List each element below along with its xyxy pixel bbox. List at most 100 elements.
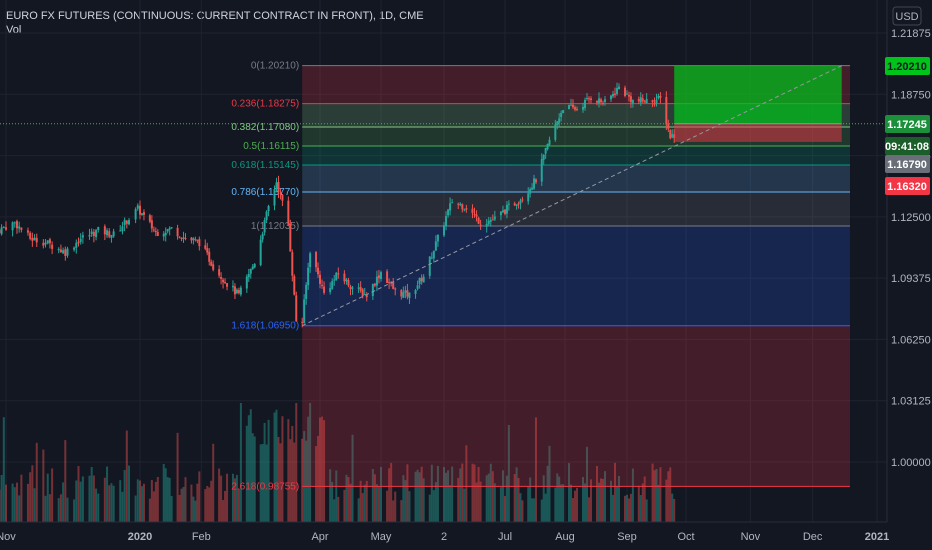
candle-body (507, 203, 510, 205)
time-tick-label: Aug (555, 531, 575, 543)
candle-body (92, 231, 95, 237)
candle-body (379, 272, 382, 280)
volume-bar (614, 462, 616, 522)
candle-body (556, 121, 559, 126)
candle-body (289, 223, 292, 252)
volume-bar (224, 490, 227, 522)
volume-bar (351, 434, 354, 522)
candle-body (489, 220, 492, 222)
candle-body (164, 232, 167, 236)
candle-body (13, 222, 16, 224)
candle-body (0, 227, 3, 235)
candle-body (572, 104, 574, 108)
candle-body (233, 286, 236, 295)
volume-bar (645, 499, 648, 522)
fib-zone (302, 164, 851, 192)
candle-body (596, 100, 598, 103)
price-badge (885, 115, 930, 133)
volume-bar (653, 470, 656, 522)
volume-bar (357, 498, 360, 522)
currency-box[interactable] (892, 6, 922, 26)
volume-bar (317, 435, 320, 522)
candle-body (616, 88, 618, 95)
candle-body (112, 231, 115, 237)
candle-body (108, 231, 111, 237)
candle-body (548, 139, 551, 145)
volume-bar (493, 483, 496, 522)
volume-bar (277, 436, 280, 522)
volume-bar (134, 495, 137, 522)
fib-zone (302, 191, 851, 226)
candle-body (180, 237, 183, 239)
candle-body (239, 287, 242, 295)
candle-body (35, 237, 38, 243)
volume-bar (588, 497, 590, 522)
volume-bar (291, 425, 294, 522)
candle-body (542, 154, 545, 160)
volume-bar (436, 465, 439, 522)
volume-bar (293, 442, 296, 522)
time-axis[interactable]: Nov 2020 Feb Apr May 2 Jul Aug Sep Oct Nov Dec 2021 (0, 531, 889, 543)
volume-bar (491, 471, 494, 522)
volume-bar (220, 475, 223, 522)
volume-bar (451, 466, 454, 522)
volume-bar (507, 424, 510, 522)
symbol-title[interactable]: EURO FX FUTURES (CONTINUOUS: CURRENT CON… (6, 10, 424, 22)
volume-bar (659, 467, 662, 522)
fib-level-label: 1(1.12035) (251, 221, 299, 232)
candle-body (600, 99, 602, 103)
candle-body (343, 273, 346, 282)
volume-bar (430, 464, 433, 522)
volume-bar (556, 473, 559, 522)
time-tick-label: Oct (677, 531, 694, 543)
candle-body (422, 276, 425, 283)
price-tick-label: 1.00000 (891, 457, 931, 469)
volume-bar (31, 465, 34, 522)
volume-bar (394, 491, 397, 522)
volume-bar (386, 490, 389, 522)
volume-bar (402, 475, 405, 522)
volume-bar (329, 469, 332, 522)
volume-bar (142, 483, 145, 522)
volume-bar (295, 402, 298, 522)
candle-body (651, 100, 654, 103)
fib-zone (302, 225, 851, 326)
volume-bar (119, 480, 122, 522)
candle-body (88, 234, 91, 237)
candle-body (540, 158, 543, 182)
candle-body (77, 241, 80, 244)
volume-bar (154, 481, 157, 522)
volume-bar (471, 463, 474, 522)
candle-body (305, 284, 308, 300)
volume-bar (239, 402, 242, 522)
candle-body (198, 239, 201, 247)
candle-body (659, 95, 662, 98)
candle-body (29, 232, 32, 239)
volume-bar (631, 468, 634, 522)
candle-body (529, 189, 532, 194)
volume-bar (618, 476, 620, 522)
price-axis[interactable]: 1.218751.187501.156251.125001.093751.062… (885, 28, 931, 469)
volume-bar (499, 487, 502, 522)
volume-bar (604, 471, 606, 522)
candle-body (210, 261, 213, 266)
volume-bar (477, 467, 480, 522)
candle-body (459, 203, 462, 206)
candle-body (123, 219, 126, 226)
volume-bar (29, 472, 32, 522)
candle-body (449, 203, 452, 211)
volume-bar (108, 485, 111, 522)
long-position[interactable] (0, 65, 887, 327)
candle-body (568, 105, 570, 110)
candle-body (333, 279, 336, 281)
volume-bar (459, 468, 462, 522)
price-tick-label: 1.18750 (891, 89, 931, 101)
currency-label: USD (895, 11, 918, 23)
candle-body (317, 267, 320, 275)
volume-bar (590, 479, 592, 522)
time-tick-label: 2020 (128, 531, 152, 543)
price-badge (885, 137, 930, 155)
volume-bar (170, 495, 173, 522)
volume-bar (164, 468, 167, 522)
